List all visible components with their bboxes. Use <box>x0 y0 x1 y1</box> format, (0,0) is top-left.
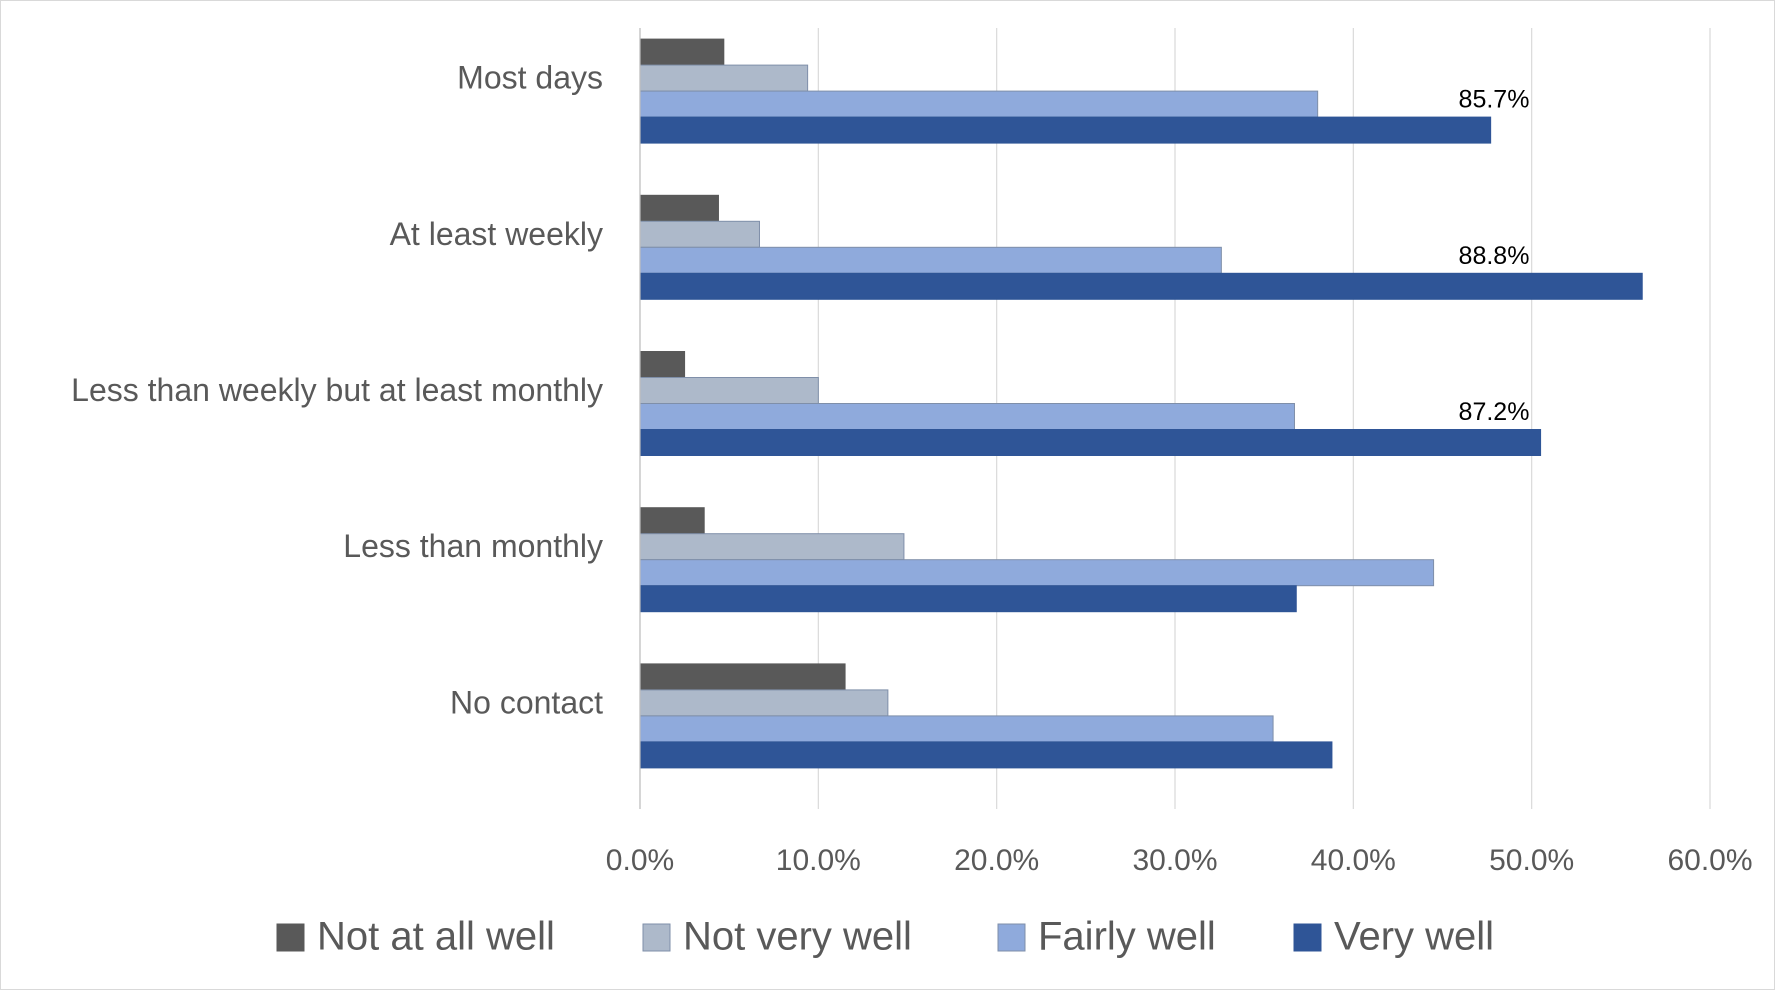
legend-label: Not at all well <box>317 915 555 959</box>
bar <box>639 38 725 66</box>
bar <box>639 585 1297 613</box>
category-label: No contact <box>450 684 603 720</box>
bar <box>639 559 1435 587</box>
legend-label: Fairly well <box>1038 915 1216 959</box>
bar <box>639 272 1643 300</box>
x-tick-label: 50.0% <box>1489 844 1574 877</box>
bar <box>639 403 1295 430</box>
annotation: 87.2% <box>1459 398 1530 426</box>
bar <box>639 194 719 222</box>
bar <box>639 507 705 535</box>
bar <box>639 689 889 717</box>
category-label: Less than monthly <box>343 528 603 564</box>
legend-label: Very well <box>1334 915 1494 959</box>
bar <box>639 90 1319 118</box>
x-tick-label: 40.0% <box>1311 844 1396 877</box>
category-label: Most days <box>457 60 603 96</box>
x-tick-label: 60.0% <box>1667 844 1752 877</box>
legend-label: Not very well <box>683 915 912 959</box>
x-tick-label: 0.0% <box>606 844 674 877</box>
x-tick-label: 30.0% <box>1132 844 1217 877</box>
bar <box>639 663 846 691</box>
bar <box>639 351 686 378</box>
x-tick-label: 20.0% <box>954 844 1039 877</box>
bar <box>639 116 1492 144</box>
legend-swatch <box>997 923 1026 952</box>
bar <box>639 533 905 561</box>
bar <box>639 220 760 248</box>
category-label: At least weekly <box>390 216 603 252</box>
annotation: 88.8% <box>1459 242 1530 270</box>
bar <box>639 429 1542 456</box>
bar <box>639 64 809 92</box>
x-tick-label: 10.0% <box>776 844 861 877</box>
legend-swatch <box>1293 923 1322 952</box>
bar <box>639 377 819 404</box>
bar <box>639 741 1333 769</box>
bar <box>639 715 1274 743</box>
legend-swatch <box>276 923 305 952</box>
legend-swatch <box>642 923 671 952</box>
bar <box>639 246 1222 274</box>
annotation: 85.7% <box>1459 86 1530 114</box>
category-label: Less than weekly but at least monthly <box>71 372 603 408</box>
